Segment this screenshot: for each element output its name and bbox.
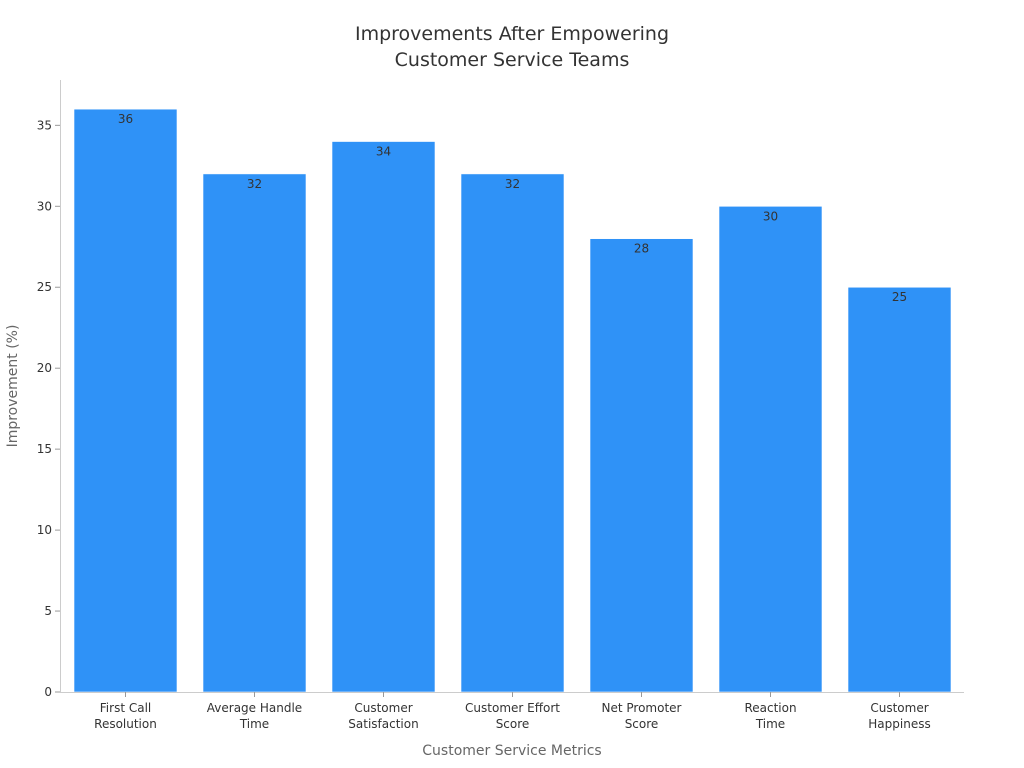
x-tick-label: Customer Effort — [465, 701, 560, 715]
bar — [847, 286, 952, 693]
y-tick-label: 0 — [44, 685, 52, 699]
x-tick-label: Customer — [354, 701, 412, 715]
y-tick-label: 5 — [44, 604, 52, 618]
bar-value-label: 25 — [892, 290, 907, 304]
x-tick-label: Net Promoter — [602, 701, 682, 715]
x-tick-label: Time — [239, 717, 269, 731]
bar-value-label: 32 — [505, 177, 520, 191]
bar-value-label: 32 — [247, 177, 262, 191]
y-tick-label: 10 — [37, 523, 52, 537]
bar — [73, 108, 178, 693]
chart-title: Improvements After Empowering Customer S… — [355, 23, 669, 71]
x-tick-label: Score — [625, 717, 659, 731]
x-tick-label: Average Handle — [207, 701, 302, 715]
bar — [718, 205, 823, 693]
x-tick-label: Resolution — [94, 717, 157, 731]
y-axis-title: Improvement (%) — [5, 325, 21, 448]
x-category-labels: First Call Resolution Average Handle Time Cu… — [94, 692, 931, 731]
bar — [331, 141, 436, 693]
bar-value-label: 36 — [118, 112, 133, 126]
bar — [589, 238, 694, 693]
chart-title-line-2: Customer Service Teams — [395, 49, 630, 71]
bar — [202, 173, 307, 693]
x-tick-label: Happiness — [868, 717, 930, 731]
x-tick-label: Score — [496, 717, 530, 731]
x-tick-label: Satisfaction — [348, 717, 418, 731]
x-tick-label: Reaction — [744, 701, 796, 715]
y-tick-label: 15 — [37, 442, 52, 456]
chart-title-line-1: Improvements After Empowering — [355, 23, 669, 45]
x-tick-label: Customer — [870, 701, 928, 715]
x-tick-label: Time — [755, 717, 785, 731]
bar-value-label: 28 — [634, 242, 649, 256]
bar-value-label: 34 — [376, 145, 391, 159]
x-axis-title: Customer Service Metrics — [422, 743, 601, 759]
y-tick-label: 30 — [37, 199, 52, 213]
y-tick-label: 25 — [37, 280, 52, 294]
y-ticks: 0 5 10 15 20 25 30 35 — [37, 118, 60, 699]
data-labels: 36 32 34 32 28 30 25 — [118, 112, 907, 304]
x-tick-label: First Call — [100, 701, 151, 715]
y-tick-label: 35 — [37, 118, 52, 132]
y-tick-label: 20 — [37, 361, 52, 375]
bars — [73, 108, 952, 693]
bar-value-label: 30 — [763, 209, 778, 223]
bar — [460, 173, 565, 693]
